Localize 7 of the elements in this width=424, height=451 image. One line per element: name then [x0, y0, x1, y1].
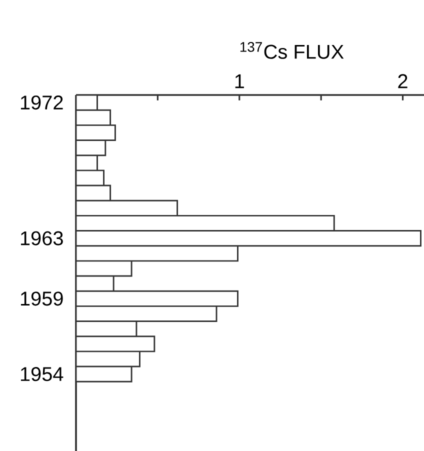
- y-tick-label: 1972: [20, 95, 63, 110]
- x-tick-label: 1: [235, 74, 244, 88]
- x-tick-label: 2: [398, 74, 408, 88]
- y-tick-label: 1954: [20, 367, 64, 382]
- y-tick-label: 1959: [20, 292, 63, 306]
- x-axis-title: $^{137}$Cs FLUX: [240, 42, 344, 59]
- y-tick-label: 1963: [20, 231, 63, 246]
